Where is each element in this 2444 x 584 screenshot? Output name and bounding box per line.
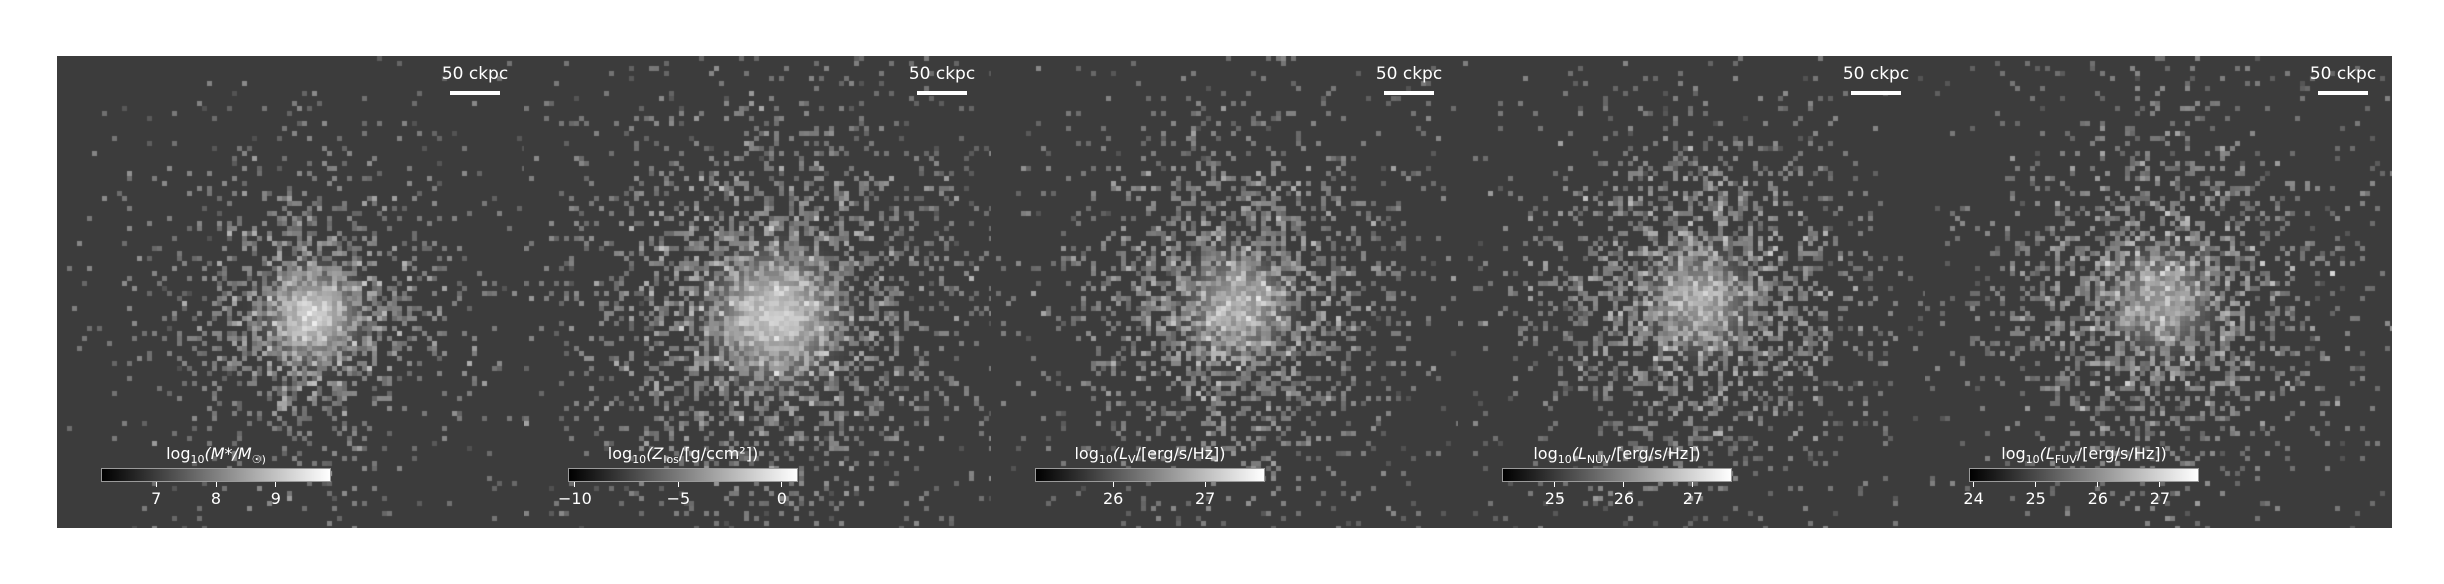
colorbar-tick-label: −5 <box>658 482 698 508</box>
scalebar-line <box>1384 91 1434 95</box>
scalebar-line <box>2318 91 2368 95</box>
scalebar-label: 50 ckpc <box>908 64 976 84</box>
colorbar-gradient <box>1969 468 2199 482</box>
colorbar-title: log10(LV/[erg/s/Hz]) <box>1074 444 1226 467</box>
scalebar: 50 ckpc <box>907 64 977 95</box>
scalebar: 50 ckpc <box>1374 64 1444 95</box>
panel-metallicity: 50 ckpc log10(Zlos/[g/ccm²]) −10 −5 0 <box>524 56 991 528</box>
scalebar-label: 50 ckpc <box>1842 64 1910 84</box>
scalebar-line <box>450 91 500 95</box>
colorbar-gradient <box>568 468 798 482</box>
galaxy-map <box>991 56 1458 528</box>
colorbar-gradient <box>1035 468 1265 482</box>
scalebar-line <box>1851 91 1901 95</box>
galaxy-map <box>1458 56 1925 528</box>
colorbar-tick-label: 9 <box>256 482 296 508</box>
colorbar-tick-label: 25 <box>1535 482 1575 508</box>
colorbar-ticks: 25 26 27 <box>1502 482 1732 508</box>
galaxy-map <box>1925 56 2392 528</box>
colorbar-ticks: −10 −5 0 <box>558 482 798 508</box>
panel-luminosity-fuv: 50 ckpc log10(LFUV/[erg/s/Hz]) 24 25 26 27 <box>1925 56 2392 528</box>
colorbar-tick-label: −10 <box>555 482 595 508</box>
scalebar: 50 ckpc <box>440 64 510 95</box>
scalebar-label: 50 ckpc <box>441 64 509 84</box>
colorbar-tick-label: 26 <box>1093 482 1133 508</box>
colorbar-tick-label: 7 <box>136 482 176 508</box>
colorbar-title: log10(Zlos/[g/ccm²]) <box>607 444 759 467</box>
colorbar-ticks: 26 27 <box>1035 482 1265 508</box>
colorbar-title: log10(LFUV/[erg/s/Hz]) <box>2001 444 2167 467</box>
colorbar-tick-label: 27 <box>1185 482 1225 508</box>
colorbar-tick-label: 27 <box>1673 482 1713 508</box>
colorbar-tick-label: 25 <box>2016 482 2056 508</box>
colorbar-tick-label: 27 <box>2140 482 2180 508</box>
colorbar-title: log10(M*/M☉) <box>166 444 266 467</box>
panel-luminosity-v: 50 ckpc log10(LV/[erg/s/Hz]) 26 27 <box>991 56 1458 528</box>
galaxy-map <box>524 56 991 528</box>
scalebar: 50 ckpc <box>1841 64 1911 95</box>
scalebar-line <box>917 91 967 95</box>
scalebar-label: 50 ckpc <box>2309 64 2377 84</box>
scalebar: 50 ckpc <box>2308 64 2378 95</box>
galaxy-map <box>57 56 524 528</box>
panel-luminosity-nuv: 50 ckpc log10(LNUV/[erg/s/Hz]) 25 26 27 <box>1458 56 1925 528</box>
colorbar-ticks: 24 25 26 27 <box>1963 482 2199 508</box>
colorbar-gradient <box>1502 468 1732 482</box>
colorbar-title: log10(LNUV/[erg/s/Hz]) <box>1533 444 1701 467</box>
colorbar-gradient <box>101 468 331 482</box>
colorbar-tick-label: 26 <box>2078 482 2118 508</box>
colorbar-tick-label: 8 <box>196 482 236 508</box>
scalebar-label: 50 ckpc <box>1375 64 1443 84</box>
colorbar-tick-label: 26 <box>1604 482 1644 508</box>
colorbar-tick-label: 24 <box>1954 482 1994 508</box>
colorbar-tick-label: 0 <box>762 482 802 508</box>
